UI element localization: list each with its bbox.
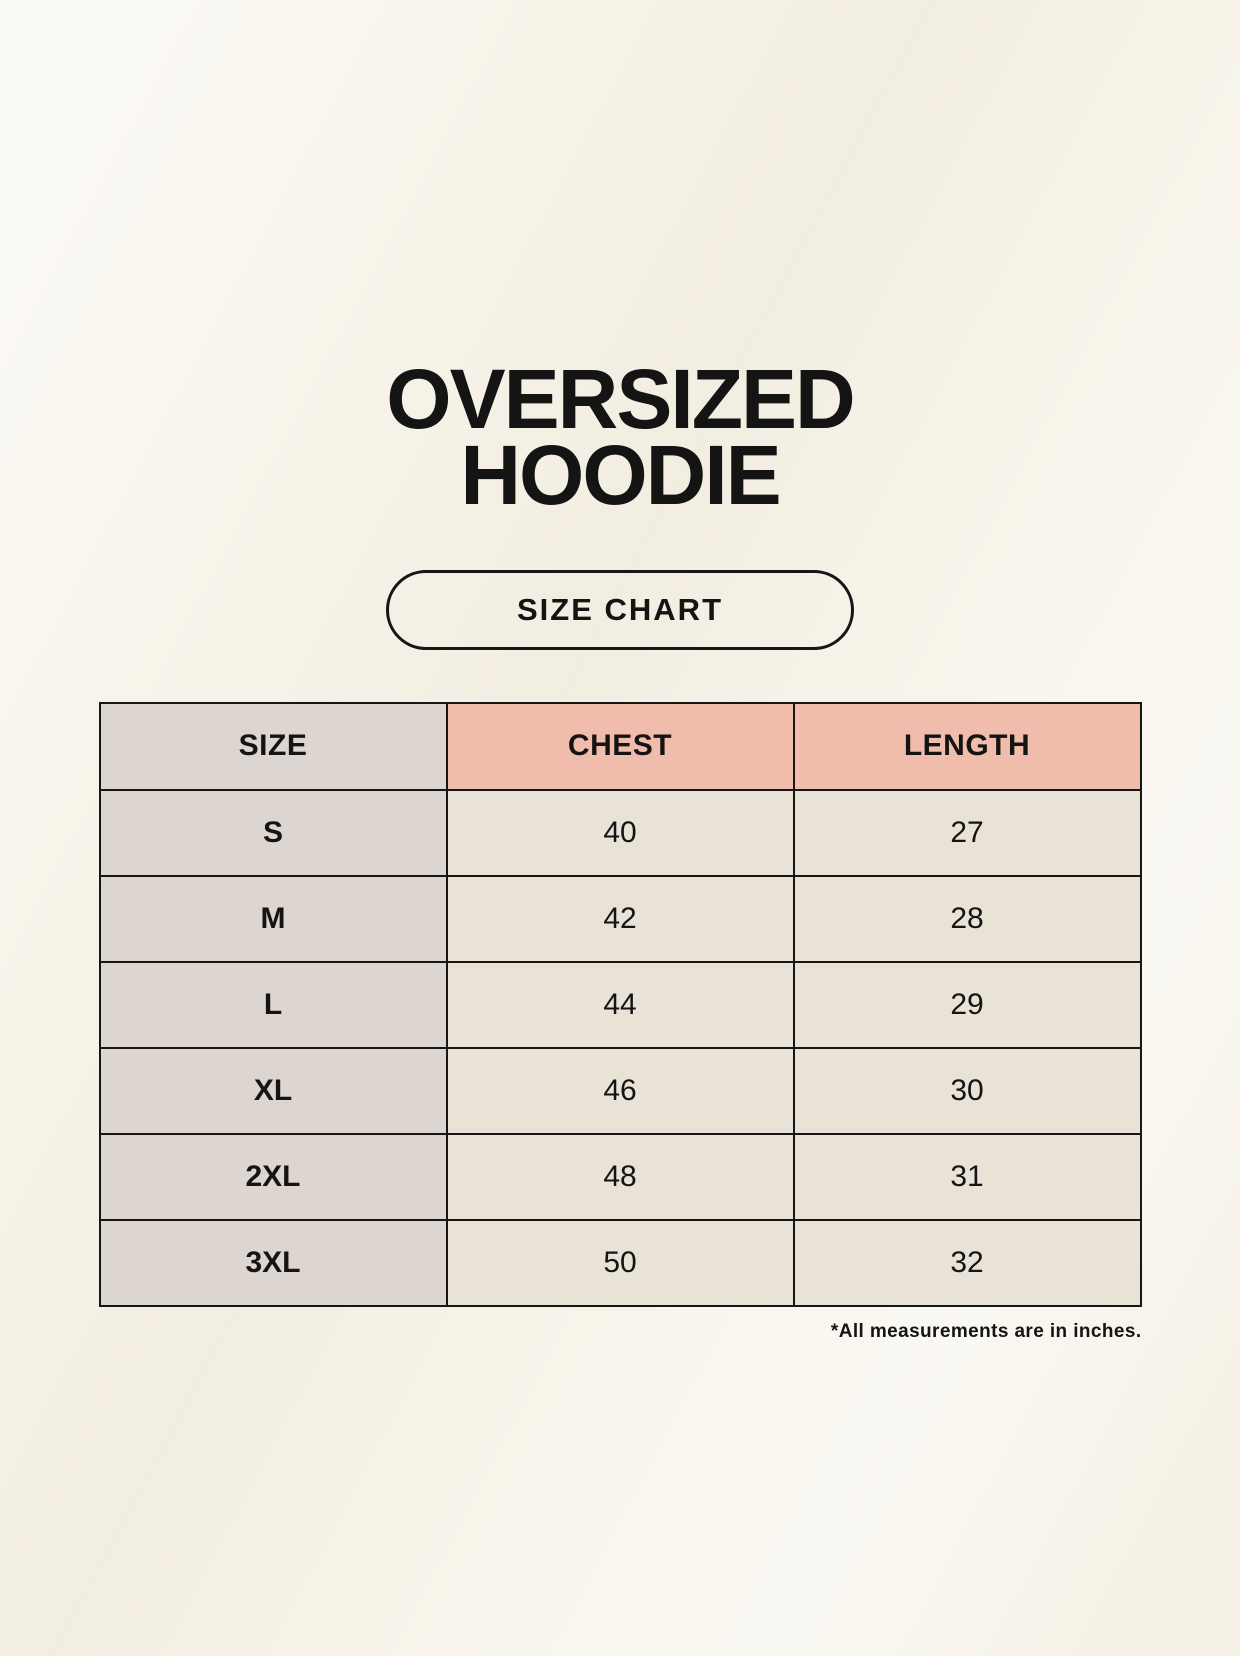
size-label: L [98, 960, 448, 1049]
table-row-3xl: 3XL 50 32 [98, 1218, 1142, 1307]
size-chart-table: SIZE CHEST LENGTH S 40 27 M 42 28 L 44 2… [98, 701, 1142, 1307]
table-row-2xl: 2XL 48 31 [98, 1132, 1142, 1221]
table-row-l: L 44 29 [98, 960, 1142, 1049]
measurements-note: *All measurements are in inches. [830, 1320, 1142, 1342]
length-value: 32 [792, 1218, 1142, 1307]
product-title-line-1: OVERSIZED [386, 352, 855, 447]
size-label: M [98, 874, 448, 963]
table-row-s: S 40 27 [98, 788, 1142, 877]
size-label: XL [98, 1046, 448, 1135]
size-label: S [98, 788, 448, 877]
product-title-line-2: HOODIE [460, 427, 781, 522]
size-chart-table-container: SIZE CHEST LENGTH S 40 27 M 42 28 L 44 2… [98, 701, 1142, 1307]
chest-value: 40 [445, 788, 795, 877]
header-row: SIZE CHEST LENGTH [98, 701, 1142, 791]
chest-value: 48 [445, 1132, 795, 1221]
size-table-body: S 40 27 M 42 28 L 44 29 XL 46 30 2XL 48 [98, 788, 1142, 1307]
table-row-m: M 42 28 [98, 874, 1142, 963]
product-title: OVERSIZED HOODIE [0, 56, 1240, 522]
size-label: 3XL [98, 1218, 448, 1307]
size-chart-button[interactable]: SIZE CHART [386, 569, 854, 650]
table-row-xl: XL 46 30 [98, 1046, 1142, 1135]
chest-value: 42 [445, 874, 795, 963]
column-header-chest: CHEST [445, 701, 795, 791]
column-header-size: SIZE [98, 701, 448, 791]
length-value: 28 [792, 874, 1142, 963]
length-value: 30 [792, 1046, 1142, 1135]
length-value: 27 [792, 788, 1142, 877]
chest-value: 44 [445, 960, 795, 1049]
chest-value: 46 [445, 1046, 795, 1135]
size-table-header: SIZE CHEST LENGTH [98, 701, 1142, 791]
length-value: 31 [792, 1132, 1142, 1221]
column-header-length: LENGTH [792, 701, 1142, 791]
size-label: 2XL [98, 1132, 448, 1221]
length-value: 29 [792, 960, 1142, 1049]
chest-value: 50 [445, 1218, 795, 1307]
